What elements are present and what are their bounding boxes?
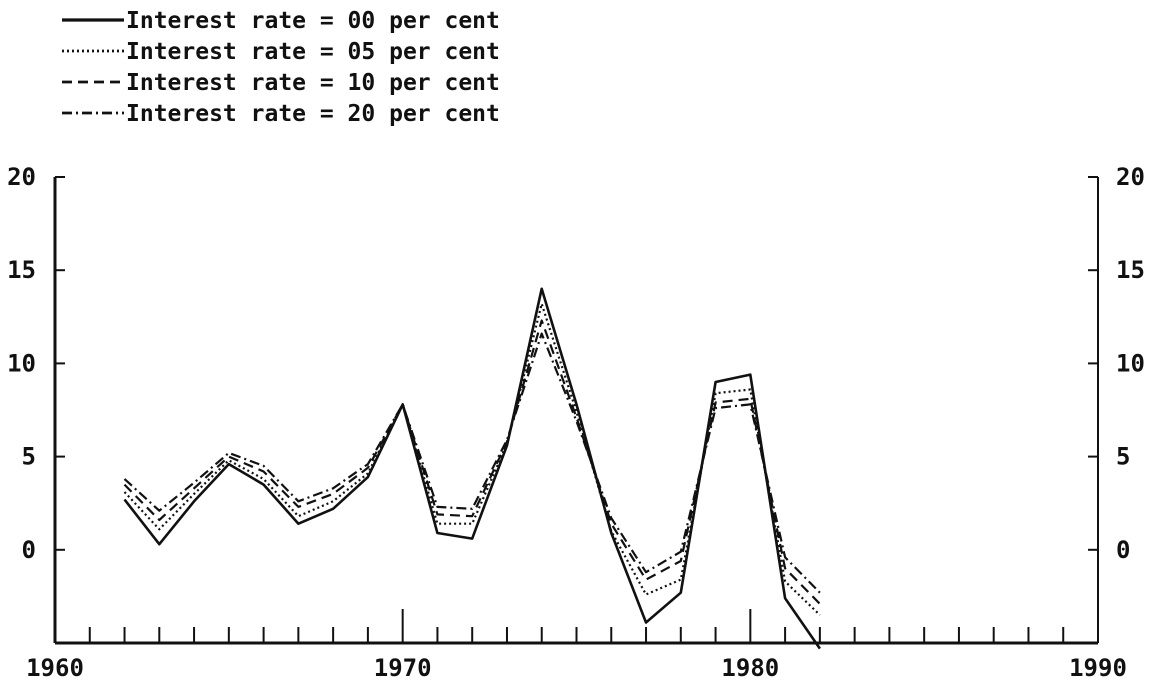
y-ticks: 0 0 5 5 10 10 15 15 20 20 <box>7 163 1145 564</box>
legend-entry: Interest rate = 05 per cent <box>126 39 500 65</box>
legend-entry: Interest rate = 00 per cent <box>126 8 500 34</box>
legend: Interest rate = 00 per cent Interest rate… <box>62 8 500 127</box>
y-tick-label-left: 15 <box>7 256 36 284</box>
x-tick-label: 1960 <box>26 654 84 682</box>
legend-entry: Interest rate = 10 per cent <box>126 70 500 96</box>
y-tick-label-right: 20 <box>1116 163 1145 191</box>
y-tick-label-left: 20 <box>7 163 36 191</box>
y-tick-label-right: 5 <box>1116 443 1130 471</box>
y-tick-label-right: 15 <box>1116 256 1145 284</box>
x-tick-label: 1990 <box>1069 654 1127 682</box>
y-tick-label-right: 0 <box>1116 536 1130 564</box>
series-lines <box>123 287 821 650</box>
y-tick-label-left: 5 <box>22 443 36 471</box>
y-tick-label-left: 0 <box>22 536 36 564</box>
series-line-1 <box>123 287 821 650</box>
legend-entry: Interest rate = 20 per cent <box>126 101 500 127</box>
x-tick-label: 1970 <box>374 654 432 682</box>
x-tick-label: 1980 <box>721 654 779 682</box>
series-line-3 <box>123 319 821 605</box>
x-ticks: 1960 1970 1980 1990 <box>26 609 1127 682</box>
series-line-4 <box>123 332 821 594</box>
series-line-2 <box>123 302 821 616</box>
y-tick-label-left: 10 <box>7 349 36 377</box>
y-tick-label-right: 10 <box>1116 349 1145 377</box>
